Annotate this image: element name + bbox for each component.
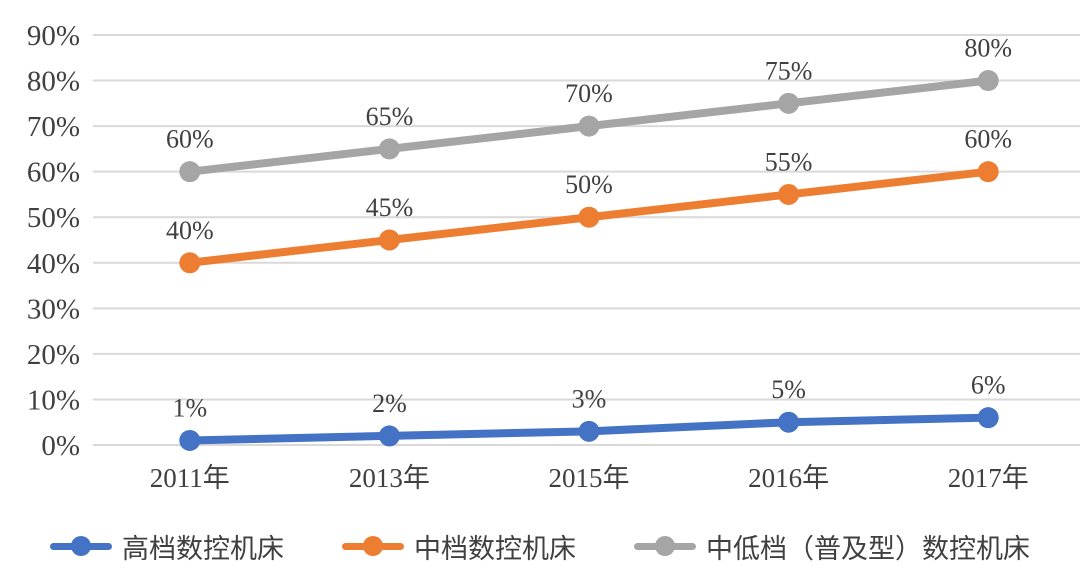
data-point bbox=[578, 206, 600, 228]
y-axis-tick-label: 90% bbox=[27, 20, 80, 52]
data-label: 60% bbox=[166, 125, 214, 154]
x-axis-tick-label: 2016年 bbox=[748, 463, 829, 493]
data-point bbox=[778, 411, 800, 433]
legend-label: 高档数控机床 bbox=[122, 533, 284, 564]
legend-item-series-1: 中档数控机床 bbox=[342, 527, 576, 566]
y-axis-tick-label: 80% bbox=[27, 66, 80, 98]
chart-legend: 高档数控机床 中档数控机床 中低档（普及型）数控机床 bbox=[0, 520, 1080, 572]
plot-area: 0% 10% 20% 30% 40% 50% 60% 70% 80% 90% 2011年 2013年 2… bbox=[27, 20, 1080, 493]
y-axis-tick-label: 60% bbox=[27, 157, 80, 189]
y-axis-tick-label: 0% bbox=[41, 430, 80, 462]
data-label: 1% bbox=[172, 393, 207, 422]
data-point bbox=[179, 252, 201, 274]
data-point bbox=[378, 425, 400, 447]
data-point bbox=[378, 229, 400, 251]
data-point bbox=[179, 161, 201, 183]
data-label: 3% bbox=[572, 384, 607, 413]
data-label: 55% bbox=[765, 147, 813, 176]
y-axis-tick-label: 30% bbox=[27, 293, 80, 325]
data-point bbox=[977, 161, 999, 183]
data-point bbox=[179, 429, 201, 451]
data-point bbox=[778, 183, 800, 205]
x-axis-tick-label: 2017年 bbox=[948, 463, 1029, 493]
data-label: 70% bbox=[565, 79, 613, 108]
data-label: 80% bbox=[964, 34, 1012, 63]
data-label: 2% bbox=[372, 389, 407, 418]
y-axis-tick-label: 20% bbox=[27, 339, 80, 371]
data-point bbox=[378, 138, 400, 160]
y-axis-tick-label: 40% bbox=[27, 248, 80, 280]
legend-line-marker-icon bbox=[50, 536, 112, 556]
data-point bbox=[578, 420, 600, 442]
x-axis-tick-label: 2015年 bbox=[549, 463, 630, 493]
data-label: 5% bbox=[771, 375, 806, 404]
data-label: 60% bbox=[964, 125, 1012, 154]
legend-line-marker-icon bbox=[342, 536, 404, 556]
x-axis-tick-label: 2013年 bbox=[349, 463, 430, 493]
data-label: 75% bbox=[765, 56, 813, 85]
data-label: 45% bbox=[366, 193, 414, 222]
data-label: 50% bbox=[565, 170, 613, 199]
data-point bbox=[778, 92, 800, 114]
data-label: 40% bbox=[166, 216, 214, 245]
legend-line-marker-icon bbox=[634, 536, 696, 556]
y-axis-tick-label: 50% bbox=[27, 202, 80, 234]
legend-label: 中低档（普及型）数控机床 bbox=[706, 533, 1030, 564]
data-point bbox=[578, 115, 600, 137]
data-point bbox=[977, 407, 999, 429]
y-axis-tick-label: 10% bbox=[27, 384, 80, 416]
legend-item-series-0: 高档数控机床 bbox=[50, 527, 284, 566]
data-label: 6% bbox=[971, 371, 1006, 400]
data-point bbox=[977, 70, 999, 92]
data-label: 65% bbox=[366, 102, 414, 131]
x-axis-tick-label: 2011年 bbox=[150, 463, 230, 493]
legend-label: 中档数控机床 bbox=[414, 533, 576, 564]
legend-item-series-2: 中低档（普及型）数控机床 bbox=[634, 527, 1030, 566]
y-axis-tick-label: 70% bbox=[27, 111, 80, 143]
